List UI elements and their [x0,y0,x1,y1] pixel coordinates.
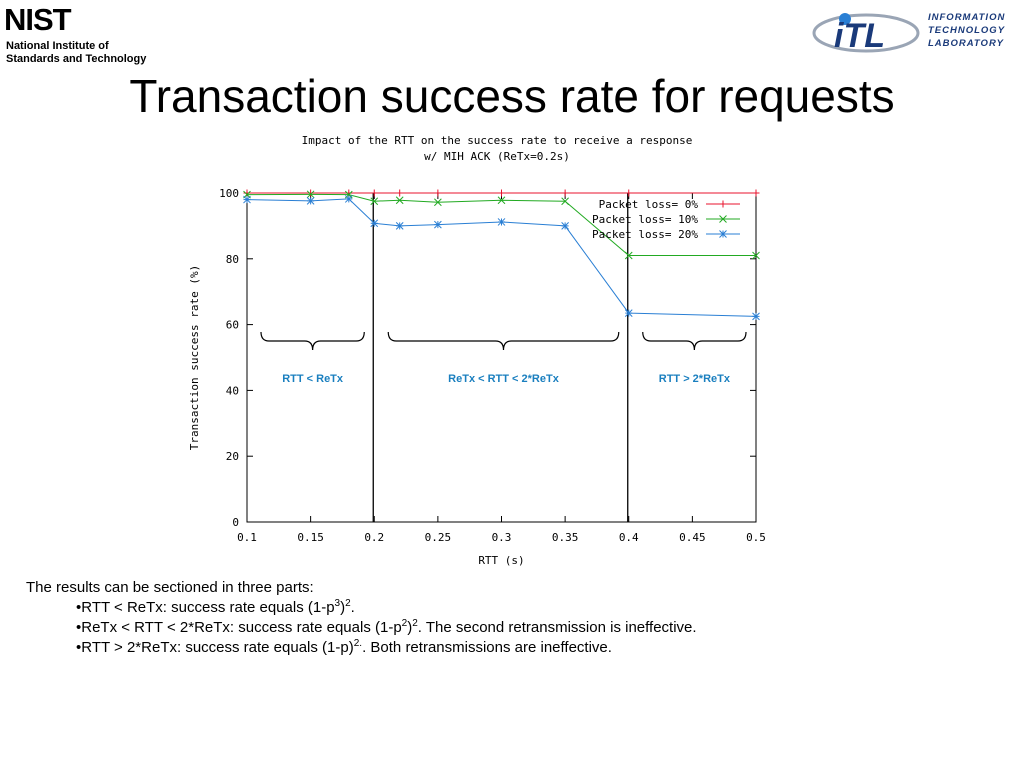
y-axis-label: Transaction success rate (%) [188,265,201,450]
series-line [246,193,756,257]
itl-logo: iTL INFORMATION TECHNOLOGY LABORATORY [812,8,1022,58]
nist-logo-line1: National Institute of [6,40,109,52]
data-point [719,230,727,238]
note-2-text: ) [407,619,413,636]
itl-logo-mark: iTL [834,17,885,55]
notes-intro: The results can be sectioned in three pa… [26,579,314,596]
data-point [243,195,251,204]
chart-title: Impact of the RTT on the success rate to… [302,134,693,147]
x-tick-label: 0.1 [237,531,257,544]
data-point [752,312,760,321]
note-1-text: ) [340,599,346,616]
itl-logo-line3: LABORATORY [928,38,1004,49]
region-brace [387,331,620,351]
data-point [395,222,404,230]
x-tick-label: 0.5 [746,531,766,544]
region-label: ReTx < RTT < 2*ReTx [448,373,560,385]
note-2-sup: 2 [412,618,418,629]
y-tick-label: 0 [232,516,239,529]
note-2-text: •ReTx < RTT < 2*ReTx: success rate equal… [76,619,402,636]
x-tick-label: 0.35 [552,531,579,544]
itl-logo-line1: INFORMATION [928,12,1006,23]
y-tick-label: 80 [226,253,239,266]
data-point [306,197,315,205]
data-point [561,197,569,206]
data-point [719,215,727,223]
x-tick-label: 0.25 [425,531,452,544]
note-3-sup: 2. [353,638,363,649]
y-tick-label: 60 [226,319,239,332]
nist-logo-word: NIST [4,2,72,37]
note-1-sup: 3 [334,598,341,609]
note-2-text: . The second retransmission is ineffecti… [417,619,697,636]
region-brace [260,331,365,351]
legend-entry: Packet loss= 10% [592,213,698,226]
plot-frame [246,192,757,523]
page-title: Transaction success rate for requests [129,70,895,122]
x-axis-label: RTT (s) [478,554,524,567]
legend-entry: Packet loss= 20% [592,228,698,241]
x-tick-label: 0.15 [297,531,324,544]
note-bullet-2: •ReTx < RTT < 2*ReTx: success rate equal… [26,618,697,638]
note-1-text: •RTT < ReTx: success rate equals (1-p [76,599,335,616]
data-point [752,251,760,260]
series-line [246,198,757,317]
y-tick-label: 20 [226,450,239,463]
nist-logo: NIST National Institute of Standards and… [4,4,164,66]
notes-section: The results can be sectioned in three pa… [26,578,697,658]
x-tick-label: 0.4 [619,531,639,544]
x-tick-label: 0.2 [364,531,384,544]
note-3-text: •RTT > 2*ReTx: success rate equals (1-p) [76,639,354,656]
legend-entry: Packet loss= 0% [599,198,699,211]
x-tick-label: 0.3 [492,531,512,544]
note-3-text: . Both retransmissions are ineffective. [362,639,612,656]
note-1-text: . [350,599,355,616]
data-point [370,219,379,228]
itl-logo-graphic: iTL [812,13,920,55]
region-label: RTT > 2*ReTx [659,373,731,385]
data-point [395,196,404,205]
y-tick-label: 40 [226,384,239,397]
region-brace [642,331,747,351]
note-2-sup: 2 [401,618,408,629]
x-tick-label: 0.45 [679,531,706,544]
data-point [370,197,379,206]
data-point [344,195,353,203]
data-point [497,218,506,226]
data-point [434,198,442,207]
data-point [624,309,633,317]
note-1-sup: 2 [345,598,351,609]
data-point [624,251,633,260]
y-tick-label: 100 [219,187,239,200]
data-point [497,196,506,205]
data-point [434,220,442,229]
itl-logo-line2: TECHNOLOGY [928,25,1006,36]
data-point [306,190,315,199]
region-label: RTT < ReTx [282,373,344,385]
note-bullet-1: •RTT < ReTx: success rate equals (1-p3)2… [26,598,697,618]
success-rate-chart: Impact of the RTT on the success rate to… [188,134,766,567]
note-bullet-3: •RTT > 2*ReTx: success rate equals (1-p)… [26,638,697,658]
data-point [561,222,569,230]
chart-title: w/ MIH ACK (ReTx=0.2s) [424,150,570,163]
nist-logo-line2: Standards and Technology [6,53,147,65]
